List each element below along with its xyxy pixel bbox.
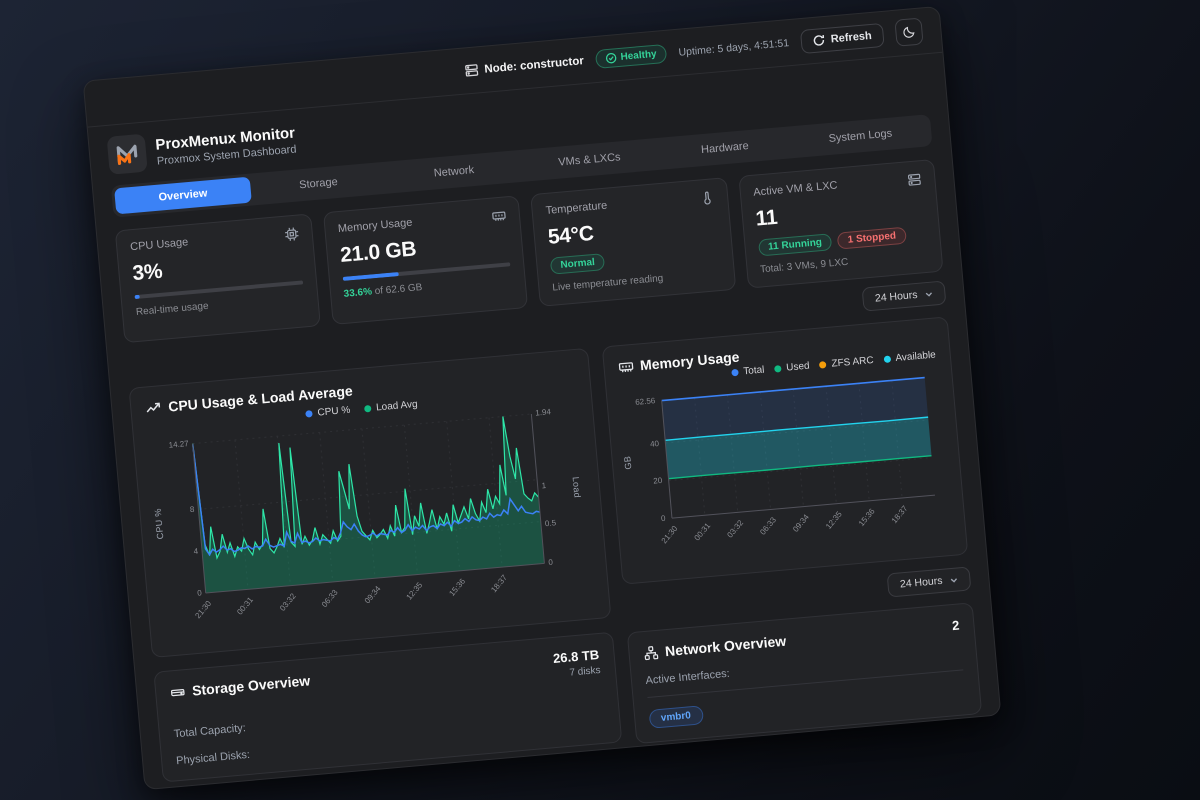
server-stack-icon [907,173,921,186]
storage-overview-card: Storage Overview 26.8 TB 7 disks Total C… [153,631,622,783]
tab-storage[interactable]: Storage [298,176,339,192]
cpu-load-chart [191,413,545,594]
stat-cards-row: CPU Usage 3% Real-time usage Memory Usag… [114,158,944,344]
trending-up-icon [146,402,161,413]
refresh-icon [813,34,825,46]
theme-toggle-button[interactable] [894,17,924,47]
dashboard-window: Node: constructor Healthy Uptime: 5 days… [82,5,1002,791]
active-vm-lxc-card: Active VM & LXC 11 11 Running 1 Stopped … [737,158,944,289]
moon-icon [903,26,915,38]
storage-total: 26.8 TB [552,647,600,666]
proxmenux-m-icon [116,144,138,165]
network-icon [644,645,658,660]
cpu-value: 3% [131,259,164,286]
network-overview-card: Network Overview 2 Active Interfaces: vm… [626,602,983,745]
chevron-down-icon [925,291,932,297]
vm-stopped-badge: 1 Stopped [837,226,907,250]
hard-drive-icon [170,688,185,696]
check-circle-icon [605,52,617,64]
memory-time-range-select[interactable]: 24 Hours [887,566,972,598]
memory-chart-card: Memory Usage Total Used ZFS ARC Availabl… [601,316,969,585]
tab-hardware[interactable]: Hardware [700,140,750,157]
cpu-usage-card: CPU Usage 3% Real-time usage [114,213,321,344]
temperature-card: Temperature 54°C Normal Live temperature… [530,177,736,307]
thermometer-icon [703,191,711,205]
vm-card-label: Active VM & LXC [752,179,838,199]
server-icon [465,64,479,77]
cpu-icon [284,227,298,241]
storage-title: Storage Overview [191,672,311,699]
status-topbar: Node: constructor Healthy Uptime: 5 days… [83,6,943,128]
left-column: CPU Usage & Load Average CPU % Load Avg … [128,347,622,783]
tab-system-logs[interactable]: System Logs [828,127,893,146]
content-grid: CPU Usage & Load Average CPU % Load Avg … [128,316,983,785]
memory-card-label: Memory Usage [337,216,413,236]
network-title: Network Overview [664,632,787,660]
refresh-button[interactable]: Refresh [799,22,885,54]
cpu-load-chart-card: CPU Usage & Load Average CPU % Load Avg … [128,347,611,658]
interface-badge-vmbr0[interactable]: vmbr0 [648,705,704,729]
vm-count-value: 11 [754,205,779,231]
legend-dot-used [774,365,782,373]
memory-chart-area: GB 62.56 40 20 0 [621,370,952,569]
cpu-chart-area: CPU % 14.27 8 4 0 [152,407,583,621]
tab-overview[interactable]: Overview [114,176,252,215]
legend-dot-total [731,368,739,377]
temperature-value: 54°C [547,221,595,249]
node-label: Node: constructor [483,54,585,76]
node-indicator: Node: constructor [465,54,584,77]
app-title-block: ProxMenux Monitor Proxmox System Dashboa… [155,124,297,167]
time-range-select[interactable]: 24 Hours [861,280,947,312]
legend-dot-cpu [305,410,313,418]
memory-yaxis-label: GB [621,455,633,471]
legend-dot-zfs-arc [819,361,827,369]
memory-usage-card: Memory Usage 21.0 GB 33.6% of 62.6 GB [322,195,529,325]
uptime-text: Uptime: 5 days, 4:51:51 [677,36,790,59]
memory-value: 21.0 GB [339,237,418,267]
time-range-row: 24 Hours [125,280,947,376]
cpu-progress-fill [134,294,140,300]
temperature-status-badge: Normal [549,253,606,275]
tab-vms-lxcs[interactable]: VMs & LXCs [557,151,622,169]
network-interface-count: 2 [951,617,961,634]
legend-dot-load [363,404,372,413]
cpu-card-label: CPU Usage [129,236,189,254]
storage-disk-count: 7 disks [569,664,602,679]
vm-running-badge: 11 Running [757,233,833,257]
health-badge: Healthy [594,43,668,69]
load-yaxis-label: Load [570,476,583,499]
legend-dot-available [883,355,891,364]
app-logo [106,133,148,175]
tab-network[interactable]: Network [433,164,475,180]
memory-progress-fill [342,272,399,281]
memory-icon [618,361,633,372]
right-column: Memory Usage Total Used ZFS ARC Availabl… [601,316,983,745]
memory-icon [492,211,506,221]
temperature-card-label: Temperature [545,199,608,217]
memory-time-range-row: 24 Hours [623,566,972,620]
memory-area-chart [660,376,935,519]
chevron-down-icon [950,577,958,583]
app-header: ProxMenux Monitor Proxmox System Dashboa… [88,53,948,186]
